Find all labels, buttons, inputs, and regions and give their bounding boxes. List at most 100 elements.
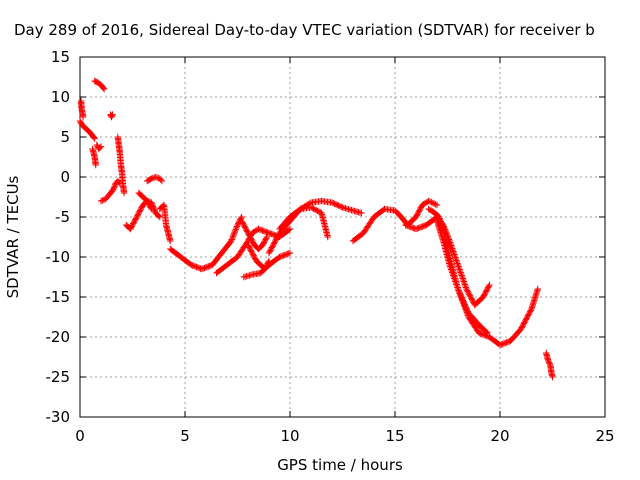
data-point	[460, 276, 467, 284]
data-point	[452, 255, 460, 263]
data-point	[268, 244, 275, 251]
data-point	[244, 228, 251, 235]
data-point	[156, 213, 163, 221]
data-point	[246, 233, 254, 241]
data-point	[545, 359, 553, 366]
data-point	[248, 248, 255, 255]
data-point	[450, 248, 457, 255]
data-segment	[97, 177, 124, 205]
data-point	[324, 233, 331, 241]
data-point	[145, 198, 152, 205]
data-point	[469, 297, 476, 305]
data-point	[484, 285, 491, 293]
data-point	[231, 229, 238, 236]
data-point	[431, 200, 438, 207]
data-point	[267, 245, 275, 253]
data-point	[465, 289, 472, 297]
data-point	[138, 204, 145, 211]
data-point	[481, 291, 488, 298]
data-point	[525, 311, 532, 318]
data-point	[448, 267, 455, 275]
data-point	[76, 117, 84, 125]
data-point	[483, 287, 490, 294]
data-point	[91, 135, 98, 142]
data-point	[463, 287, 471, 294]
y-tick-label: -15	[46, 288, 71, 306]
data-point	[270, 241, 277, 249]
data-point	[453, 282, 461, 290]
data-point	[453, 258, 461, 266]
data-point	[484, 284, 492, 291]
data-point	[265, 257, 273, 265]
data-point	[97, 197, 105, 205]
data-point	[458, 294, 465, 301]
data-point	[448, 243, 455, 251]
data-point	[480, 292, 488, 299]
data-point	[447, 264, 454, 272]
data-point	[484, 329, 491, 337]
data-point	[137, 205, 145, 213]
data-point	[286, 249, 294, 257]
data-point	[230, 231, 237, 239]
data-point	[269, 243, 276, 250]
data-point	[251, 253, 258, 261]
data-point	[413, 212, 420, 219]
data-point	[243, 227, 250, 234]
data-point	[232, 227, 239, 235]
data-point	[524, 313, 531, 321]
data-segment	[93, 141, 105, 153]
data-point	[272, 236, 280, 243]
data-point	[482, 288, 490, 295]
data-point	[233, 224, 240, 232]
data-point	[250, 252, 257, 259]
data-point	[128, 223, 135, 230]
data-segment	[114, 133, 128, 197]
data-point	[109, 111, 116, 118]
data-segment	[107, 111, 116, 121]
data-points	[76, 77, 556, 381]
data-point	[263, 263, 270, 270]
data-point	[136, 208, 143, 215]
x-axis-label: GPS time / hours	[277, 456, 403, 474]
data-point	[449, 270, 456, 278]
data-point	[526, 308, 534, 315]
data-point	[296, 206, 303, 214]
data-point	[264, 260, 271, 267]
x-tick-label: 15	[385, 427, 404, 445]
data-point	[429, 199, 436, 207]
y-axis-label: SDTVAR / TECUs	[4, 175, 22, 298]
data-point	[148, 175, 155, 182]
data-point	[228, 237, 235, 245]
data-point	[263, 235, 270, 242]
x-tick-label: 10	[280, 427, 299, 445]
data-point	[238, 217, 245, 225]
data-point	[527, 307, 534, 314]
y-tick-label: -30	[46, 408, 71, 426]
data-point	[337, 203, 345, 210]
data-point	[137, 207, 144, 214]
data-point	[468, 295, 475, 302]
data-point	[263, 233, 271, 241]
data-point	[267, 247, 274, 254]
data-point	[517, 325, 525, 333]
data-point	[452, 278, 459, 285]
data-point	[251, 255, 259, 262]
data-point	[545, 357, 552, 365]
y-tick-label: -20	[46, 328, 71, 346]
data-point	[534, 285, 541, 293]
data-point	[451, 252, 459, 260]
data-point	[454, 285, 462, 293]
grid-lines	[80, 57, 605, 417]
data-segment	[77, 97, 87, 121]
data-point	[265, 249, 273, 257]
data-point	[549, 373, 556, 381]
data-point	[483, 328, 490, 336]
data-point	[100, 85, 108, 93]
data-point	[522, 317, 529, 325]
data-point	[92, 161, 99, 169]
data-point	[416, 207, 423, 214]
data-point	[459, 295, 466, 303]
data-point	[463, 305, 470, 312]
data-point	[447, 242, 455, 249]
data-point	[246, 244, 253, 251]
